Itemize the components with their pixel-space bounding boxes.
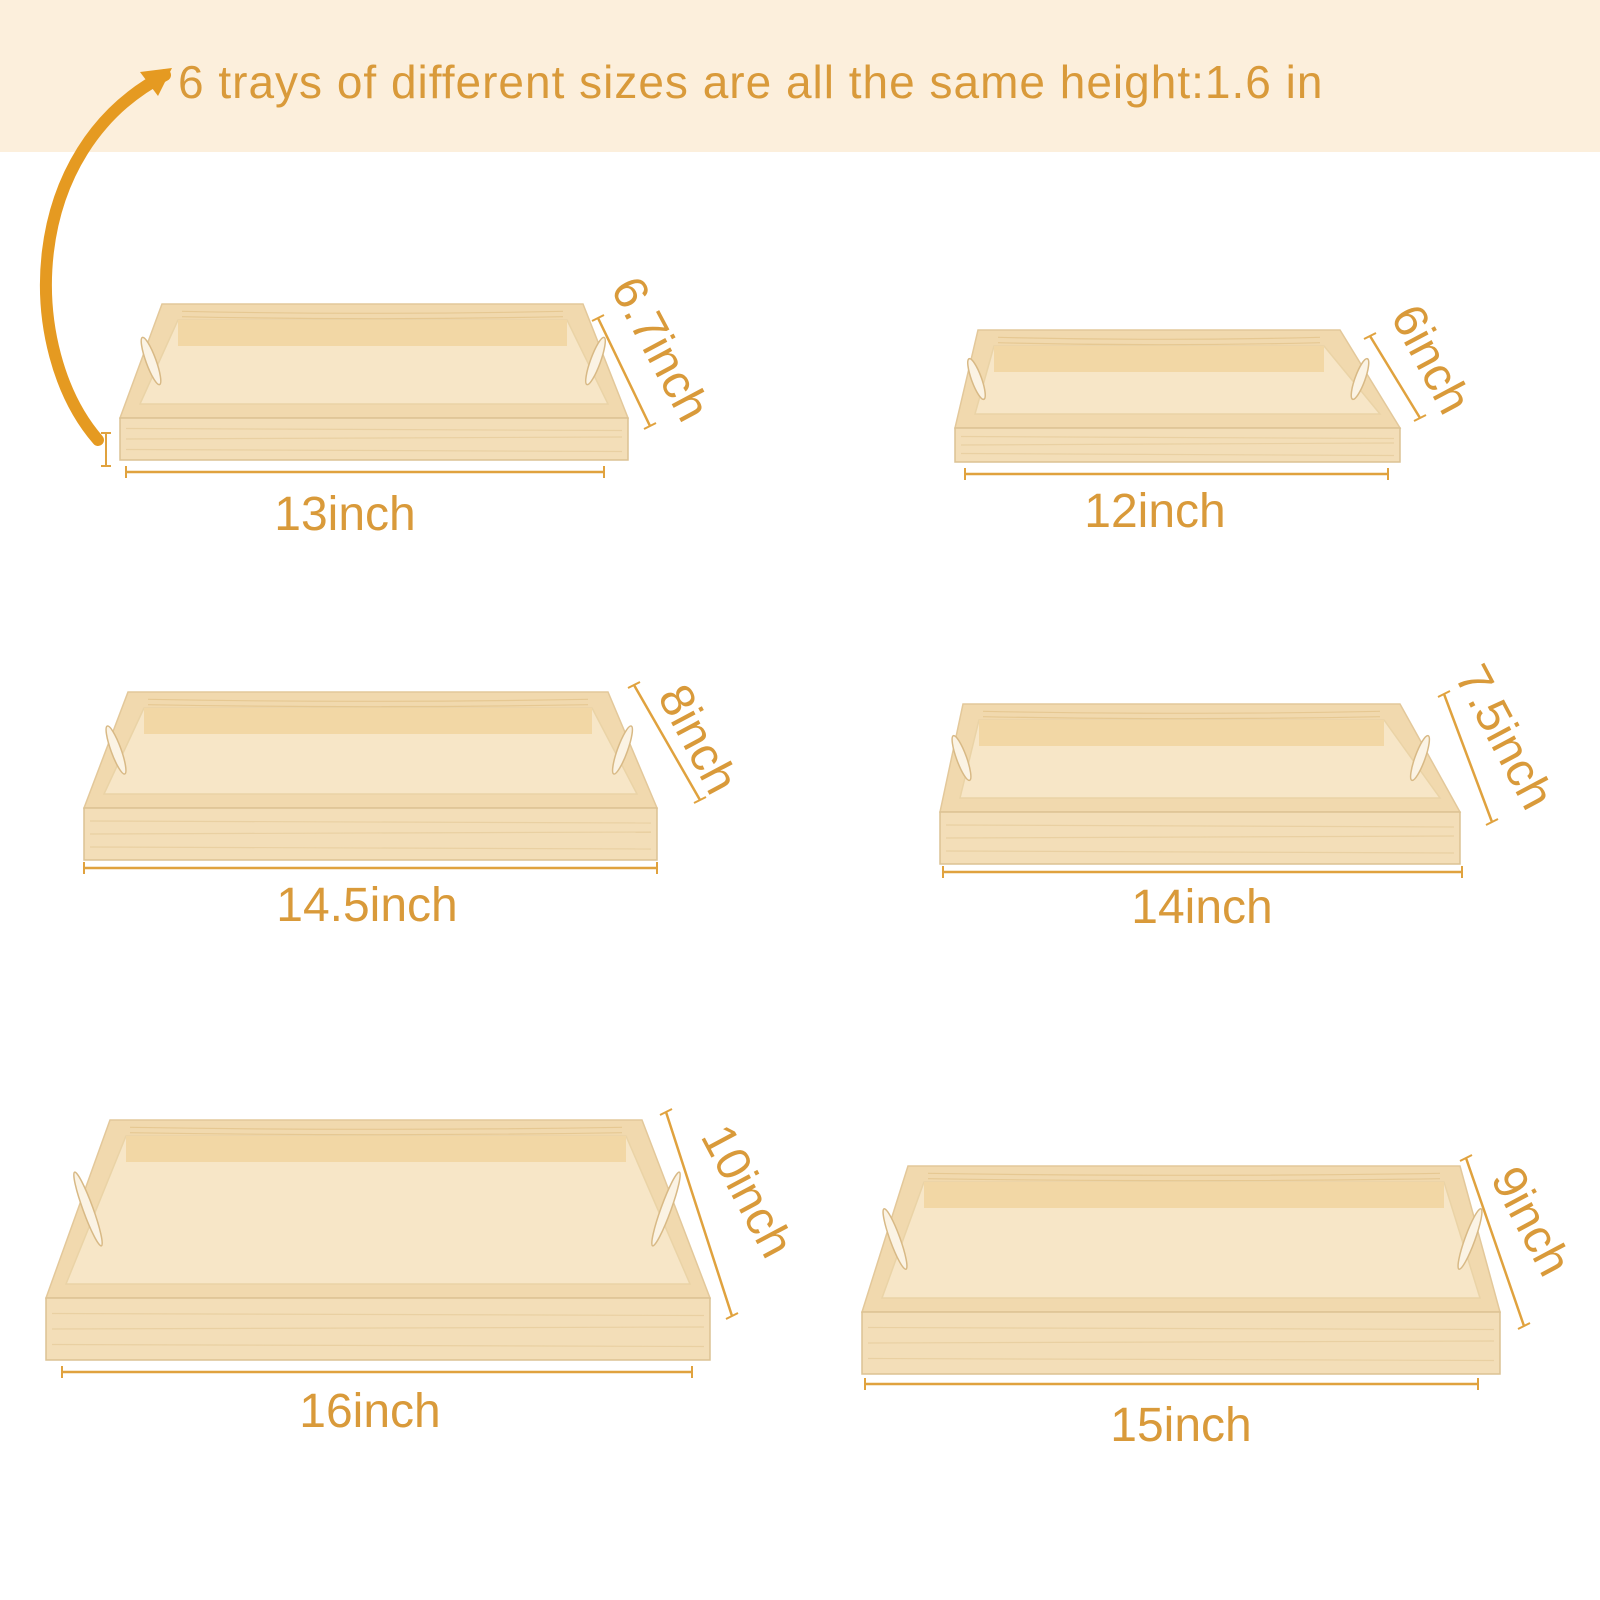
depth-dimension-cap: [591, 314, 605, 322]
depth-dimension-cap: [1437, 690, 1451, 698]
tray-6-width-label: 15inch: [1110, 1399, 1252, 1452]
tray-back-wall: [979, 720, 1384, 746]
wood-grain: [997, 342, 1321, 346]
wood-grain: [982, 716, 1381, 720]
right-handle-slot: [611, 725, 634, 775]
depth-dimension-line: [664, 1111, 734, 1317]
depth-dimension-line: [1368, 335, 1422, 419]
wood-grain: [997, 336, 1321, 340]
left-handle-slot: [951, 734, 972, 782]
wood-grain: [927, 1178, 1441, 1182]
depth-dimension-cap: [1517, 1322, 1531, 1330]
wood-grain: [51, 1312, 705, 1317]
depth-dimension-cap: [627, 681, 641, 689]
right-handle-slot: [584, 336, 607, 386]
tray-6: [860, 1154, 1531, 1390]
wood-grain: [125, 427, 623, 432]
wood-grain: [867, 1340, 1495, 1344]
right-handle-slot: [651, 1171, 681, 1247]
depth-dimension-cap: [725, 1312, 739, 1320]
wood-grain: [945, 835, 1455, 839]
wood-grain: [89, 820, 652, 824]
tray-back-wall: [178, 320, 567, 346]
wood-grain: [89, 831, 652, 835]
height-arrow-icon: [40, 69, 171, 446]
wood-grain: [927, 1172, 1441, 1176]
tray-3: [82, 681, 707, 874]
height-arrow-head-icon: [140, 68, 172, 96]
wood-grain: [867, 1326, 1495, 1331]
wood-grain: [129, 1132, 623, 1136]
tray-3-width-label: 14.5inch: [276, 879, 458, 932]
wood-grain: [960, 442, 1395, 446]
depth-dimension-cap: [1459, 1154, 1473, 1162]
wood-grain: [89, 846, 652, 850]
tray-back-wall: [994, 346, 1324, 372]
tray-back-wall: [924, 1182, 1444, 1208]
left-handle-slot: [967, 357, 986, 401]
wood-grain: [982, 710, 1381, 714]
tray-back-wall: [126, 1136, 626, 1162]
wood-grain: [147, 704, 589, 708]
tray-5: [44, 1108, 739, 1378]
wood-grain: [51, 1343, 705, 1348]
tray-2-width-label: 12inch: [1084, 485, 1226, 538]
right-handle-slot: [1350, 357, 1370, 401]
depth-dimension-cap: [1363, 332, 1377, 340]
left-handle-slot: [105, 725, 127, 775]
depth-dimension-cap: [1413, 414, 1427, 422]
right-handle-slot: [1409, 734, 1431, 782]
depth-dimension-cap: [659, 1108, 673, 1116]
tray-5-width-label: 16inch: [299, 1385, 441, 1438]
wood-grain: [147, 698, 589, 702]
wood-grain: [129, 1126, 623, 1130]
left-handle-slot: [882, 1208, 908, 1270]
wood-grain: [125, 436, 623, 440]
depth-dimension-cap: [1485, 818, 1499, 826]
wood-grain: [945, 824, 1455, 828]
header-banner: [0, 0, 1600, 152]
depth-dimension-cap: [693, 796, 707, 804]
wood-grain: [51, 1326, 705, 1330]
depth-dimension-line: [632, 684, 702, 801]
depth-dimension-line: [1464, 1157, 1526, 1327]
depth-dimension-line: [596, 317, 652, 427]
right-handle-slot: [1457, 1208, 1483, 1270]
wood-grain: [181, 310, 564, 314]
depth-dimension-cap: [643, 422, 657, 430]
wood-grain: [960, 435, 1395, 440]
wood-grain: [181, 316, 564, 320]
tray-1-width-label: 13inch: [274, 488, 416, 541]
headline-text: 6 trays of different sizes are all the s…: [178, 56, 1324, 108]
wood-grain: [945, 850, 1455, 854]
wood-grain: [125, 448, 623, 453]
tray-2: [954, 329, 1427, 480]
left-handle-slot: [140, 336, 162, 386]
tray-back-wall: [144, 708, 592, 734]
tray-4: [939, 690, 1499, 878]
tray-1: [118, 303, 657, 478]
tray-4-width-label: 14inch: [1131, 881, 1273, 934]
left-handle-slot: [73, 1171, 103, 1247]
depth-dimension-line: [1442, 693, 1494, 823]
wood-grain: [867, 1357, 1495, 1362]
wood-grain: [960, 452, 1395, 457]
